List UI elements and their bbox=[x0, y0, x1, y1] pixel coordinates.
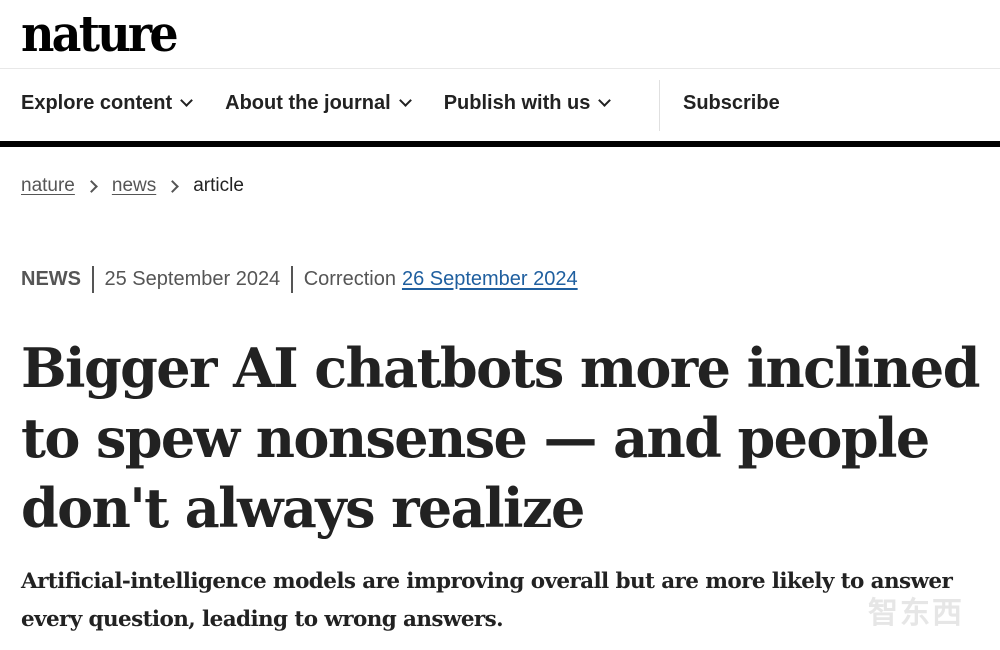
chevron-right-icon bbox=[166, 179, 180, 193]
breadcrumb-article: article bbox=[193, 175, 244, 196]
nav-label: About the journal bbox=[225, 92, 391, 114]
nav-publish-with-us[interactable]: Publish with us bbox=[443, 92, 612, 115]
nav-label: Publish with us bbox=[443, 92, 591, 114]
subscribe-link[interactable]: Subscribe bbox=[683, 92, 780, 114]
main-nav: Explore content About the journal Publis… bbox=[21, 92, 643, 115]
header-bar bbox=[0, 141, 1000, 147]
correction-date-link[interactable]: 26 September 2024 bbox=[401, 268, 578, 290]
nav-explore-content[interactable]: Explore content bbox=[21, 92, 194, 115]
published-date: 25 September 2024 bbox=[104, 268, 281, 290]
article-type: NEWS bbox=[21, 268, 81, 290]
header-divider bbox=[0, 68, 1000, 69]
correction-label: Correction bbox=[303, 268, 396, 290]
breadcrumb-nature[interactable]: nature bbox=[21, 175, 75, 196]
article-meta: NEWS 25 September 2024 Correction 26 Sep… bbox=[21, 266, 578, 293]
article-standfirst: Artificial-intelligence models are impro… bbox=[21, 569, 953, 632]
chevron-down-icon bbox=[398, 94, 412, 107]
nav-separator bbox=[659, 80, 660, 131]
article-title: Bigger AI chatbots more inclined to spew… bbox=[21, 336, 980, 540]
chevron-right-icon bbox=[85, 179, 98, 193]
chevron-down-icon bbox=[180, 94, 194, 107]
breadcrumb-news[interactable]: news bbox=[111, 175, 157, 196]
nav-label: Explore content bbox=[21, 92, 173, 114]
meta-divider bbox=[92, 266, 94, 293]
watermark: 智东西 bbox=[868, 597, 964, 630]
nature-logo[interactable]: nature bbox=[21, 4, 179, 63]
nav-about-journal[interactable]: About the journal bbox=[225, 92, 412, 115]
meta-divider bbox=[291, 266, 293, 293]
breadcrumb: nature news article bbox=[21, 175, 244, 197]
chevron-down-icon bbox=[598, 94, 612, 107]
